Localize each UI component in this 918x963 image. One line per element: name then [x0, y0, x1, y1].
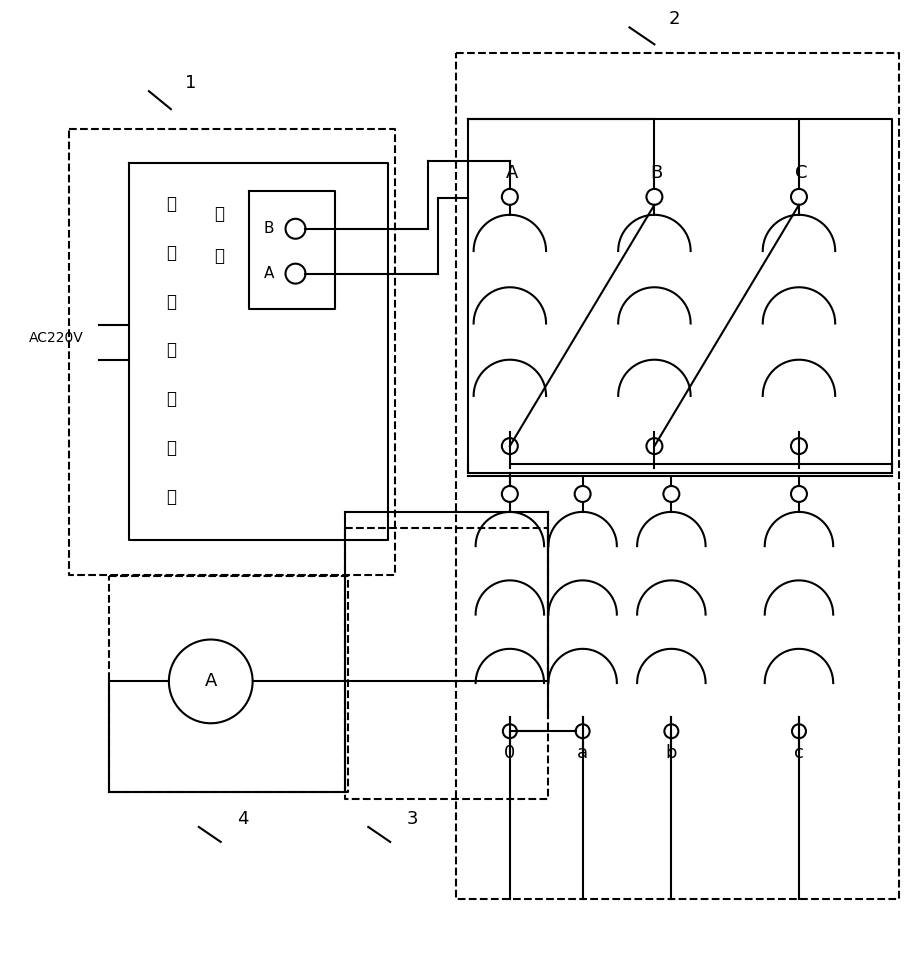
Text: A: A [205, 672, 217, 690]
Text: 试: 试 [166, 439, 176, 457]
Text: B: B [263, 221, 274, 236]
Text: 综: 综 [166, 293, 176, 310]
Text: AC220V: AC220V [29, 331, 84, 346]
Text: A: A [263, 266, 274, 281]
Text: A: A [506, 164, 518, 182]
Text: c: c [794, 744, 804, 762]
Text: 电: 电 [214, 205, 224, 222]
Text: 保: 保 [166, 342, 176, 359]
Text: 仪: 仪 [166, 488, 176, 506]
Text: 1: 1 [185, 74, 196, 92]
Text: 2: 2 [668, 11, 680, 28]
Text: 4: 4 [237, 810, 249, 828]
Text: 流: 流 [214, 247, 224, 265]
Text: a: a [577, 744, 588, 762]
Text: 0: 0 [504, 744, 516, 762]
Text: 3: 3 [407, 810, 418, 828]
Text: B: B [650, 164, 663, 182]
Text: 测: 测 [166, 390, 176, 408]
Text: 单: 单 [166, 195, 176, 213]
Text: 相: 相 [166, 244, 176, 262]
Text: b: b [666, 744, 677, 762]
Text: C: C [795, 164, 807, 182]
